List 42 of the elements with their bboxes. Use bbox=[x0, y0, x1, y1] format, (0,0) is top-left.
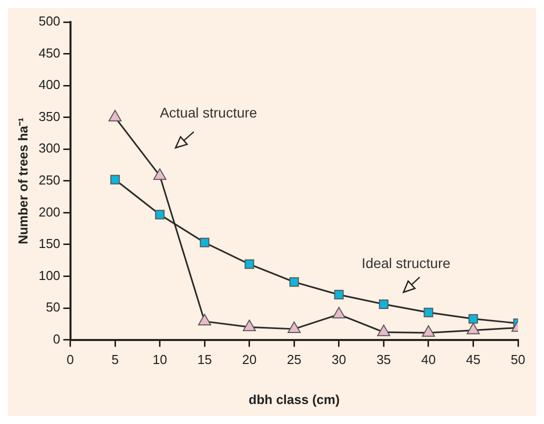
point bbox=[468, 314, 478, 324]
y-tick-label: 200 bbox=[38, 204, 60, 220]
x-tick-label: 40 bbox=[421, 352, 436, 368]
x-tick-label: 15 bbox=[197, 352, 212, 368]
x-tick-label: 5 bbox=[111, 352, 119, 368]
point bbox=[155, 210, 165, 220]
point bbox=[334, 290, 344, 300]
x-tick-label: 0 bbox=[66, 352, 74, 368]
y-tick-label: 400 bbox=[38, 77, 60, 92]
y-tick-label: 350 bbox=[38, 108, 60, 124]
y-tick-label: 0 bbox=[53, 331, 60, 346]
y-tick-label: 450 bbox=[38, 45, 60, 60]
y-tick-label: 500 bbox=[38, 14, 60, 29]
y-axis-title: Number of trees ha⁻¹ bbox=[15, 117, 30, 244]
point bbox=[200, 238, 210, 248]
series-label: Ideal structure bbox=[362, 255, 451, 272]
y-tick-label: 250 bbox=[38, 172, 60, 188]
point bbox=[198, 314, 212, 326]
x-tick-label: 30 bbox=[332, 352, 346, 368]
point bbox=[288, 321, 301, 333]
y-tick-label: 50 bbox=[46, 300, 60, 315]
text: Actual structure bbox=[160, 104, 258, 121]
point bbox=[424, 308, 434, 318]
point bbox=[378, 299, 388, 309]
point bbox=[244, 259, 254, 269]
x-tick-label: 25 bbox=[286, 352, 302, 368]
x-tick-label: 10 bbox=[152, 352, 168, 368]
point bbox=[242, 320, 256, 332]
y-tick-label: 100 bbox=[38, 268, 60, 283]
x-tick-label: 50 bbox=[510, 352, 526, 368]
point bbox=[377, 324, 390, 336]
y-tick-label: 150 bbox=[38, 236, 60, 252]
point bbox=[289, 277, 299, 287]
point bbox=[422, 325, 436, 337]
point bbox=[110, 174, 120, 184]
x-tick-label: 20 bbox=[242, 352, 257, 368]
x-tick-label: 35 bbox=[376, 352, 391, 368]
x-axis-title: dbh class (cm) bbox=[248, 392, 340, 407]
point bbox=[332, 306, 346, 318]
point bbox=[466, 322, 480, 334]
x-tick-label: 45 bbox=[466, 352, 480, 368]
y-tick-label: 300 bbox=[38, 140, 60, 156]
